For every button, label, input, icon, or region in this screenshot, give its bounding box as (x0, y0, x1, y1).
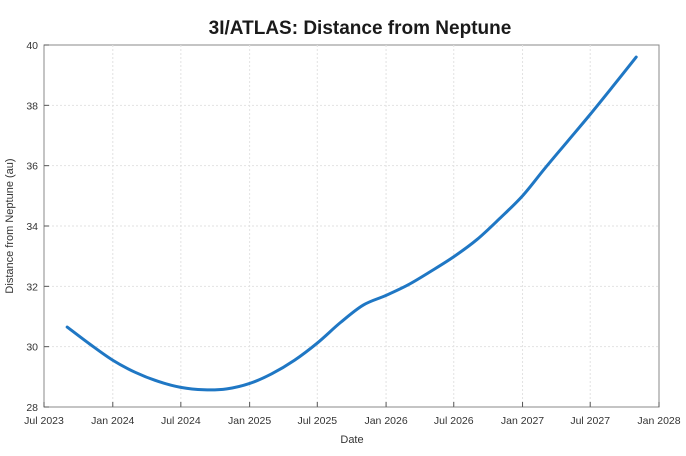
x-tick-label: Jan 2027 (501, 415, 544, 427)
y-tick-label: 36 (26, 161, 38, 173)
y-tick-label: 34 (26, 221, 38, 233)
y-axis-label: Distance from Neptune (au) (4, 158, 16, 293)
gridlines (44, 45, 659, 407)
x-tick-label: Jul 2025 (297, 415, 337, 427)
y-tick-label: 30 (26, 342, 38, 354)
x-tick-label: Jan 2025 (228, 415, 271, 427)
y-tick-label: 40 (26, 40, 38, 52)
x-tick-label: Jan 2024 (91, 415, 134, 427)
x-tick-label: Jul 2027 (570, 415, 610, 427)
axes: Jul 2023 Jan 2024 Jul 2024 Jan 2025 Jul 2025… (24, 40, 681, 427)
x-tick-label: Jan 2026 (364, 415, 407, 427)
x-tick-label: Jan 2028 (637, 415, 680, 427)
x-tick-label: Jul 2024 (161, 415, 201, 427)
x-axis-label: Date (340, 434, 363, 446)
series-layer (65, 55, 638, 392)
x-tick-label: Jul 2023 (24, 415, 64, 427)
series-line (65, 55, 638, 392)
y-tick-label: 28 (26, 402, 38, 414)
x-tick-label: Jul 2026 (434, 415, 474, 427)
y-tick-label: 32 (26, 281, 38, 293)
y-tick-label: 38 (26, 100, 38, 112)
chart-title: 3I/ATLAS: Distance from Neptune (209, 18, 512, 39)
